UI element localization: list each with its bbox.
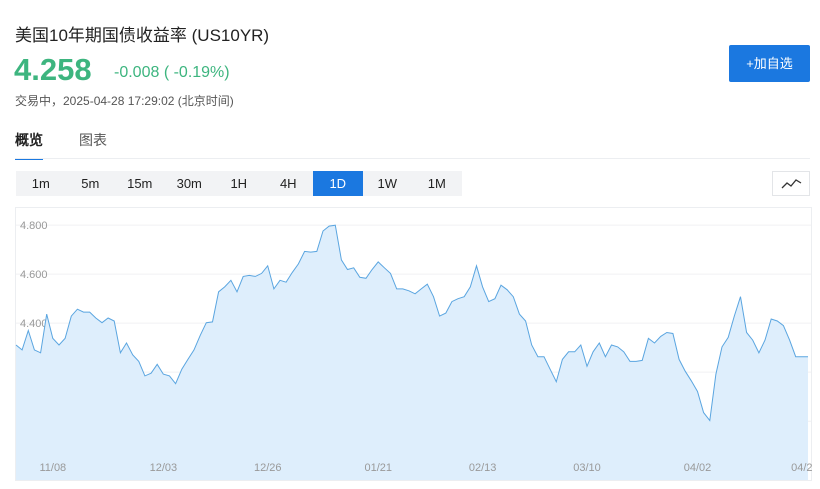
interval-button[interactable]: 1D	[313, 171, 363, 196]
line	[15, 224, 808, 422]
line-icon	[781, 179, 802, 189]
y-tick-label: 4.800	[20, 220, 48, 232]
x-tick-label: 02/13	[469, 462, 497, 474]
tab[interactable]: 图表	[79, 132, 107, 148]
x-tick-label: 12/03	[150, 462, 178, 474]
interval-button[interactable]: 4H	[279, 176, 297, 191]
interval-button[interactable]: 1M	[427, 176, 446, 191]
price-change: -0.008 ( -0.19%)	[114, 64, 230, 81]
x-tick-label: 03/10	[573, 462, 601, 474]
chart-frame	[15, 207, 812, 481]
status: 交易中，2025-04-28 17:29:02 (北京时间)	[15, 94, 234, 108]
title: 美国10年期国债收益率 (US10YR)	[15, 26, 270, 45]
x-tick-label: 01/21	[364, 462, 392, 474]
tab[interactable]: 概览	[15, 130, 43, 160]
interval-button[interactable]: 15m	[127, 176, 153, 191]
add-watchlist-button[interactable]: +加自选	[729, 45, 810, 82]
price: 4.258	[14, 52, 92, 87]
y-tick-label: 4.400	[20, 318, 48, 330]
interval-button[interactable]: 1W	[377, 176, 398, 191]
x-tick-label: 04/2	[791, 462, 812, 474]
chart-type-button[interactable]	[772, 171, 810, 196]
interval-bar: 1m 5m 15m 30m 1H 4H 1D 1W 1M	[16, 171, 462, 196]
interval-button[interactable]: 30m	[176, 176, 202, 191]
interval-button[interactable]: 1H	[230, 176, 248, 191]
divider	[15, 158, 810, 159]
x-tick-label: 11/08	[39, 462, 66, 474]
interval-button[interactable]: 1m	[31, 176, 50, 191]
area-fill	[16, 225, 808, 480]
x-tick-label: 04/02	[684, 462, 712, 474]
interval-button[interactable]: 5m	[81, 176, 100, 191]
tabs: 概览 图表	[15, 130, 107, 160]
x-tick-label: 12/26	[254, 462, 282, 474]
y-tick-label: 4.600	[20, 269, 48, 281]
